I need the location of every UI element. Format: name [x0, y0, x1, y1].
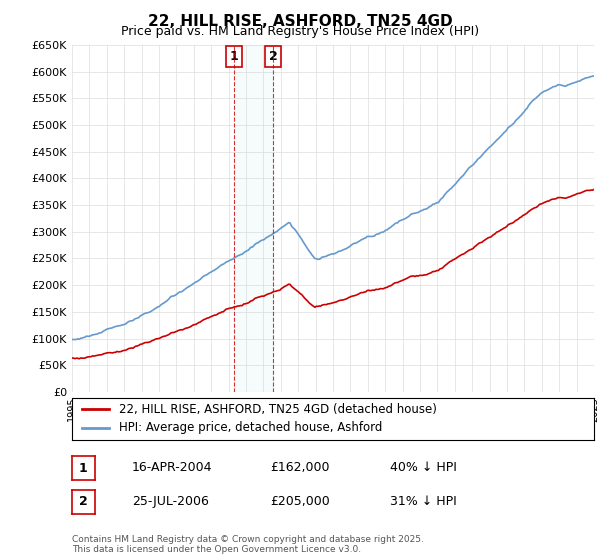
Bar — [233, 45, 273, 392]
Text: Contains HM Land Registry data © Crown copyright and database right 2025.
This d: Contains HM Land Registry data © Crown c… — [72, 535, 424, 554]
Text: 25-JUL-2006: 25-JUL-2006 — [132, 494, 209, 508]
Text: HPI: Average price, detached house, Ashford: HPI: Average price, detached house, Ashf… — [119, 421, 382, 435]
Text: 16-APR-2004: 16-APR-2004 — [132, 461, 212, 474]
Text: 22, HILL RISE, ASHFORD, TN25 4GD: 22, HILL RISE, ASHFORD, TN25 4GD — [148, 14, 452, 29]
Text: 1: 1 — [229, 50, 238, 63]
Text: 40% ↓ HPI: 40% ↓ HPI — [390, 461, 457, 474]
Text: 2: 2 — [269, 50, 278, 63]
Text: 31% ↓ HPI: 31% ↓ HPI — [390, 494, 457, 508]
Text: 22, HILL RISE, ASHFORD, TN25 4GD (detached house): 22, HILL RISE, ASHFORD, TN25 4GD (detach… — [119, 403, 437, 416]
Text: £205,000: £205,000 — [270, 494, 330, 508]
Text: Price paid vs. HM Land Registry's House Price Index (HPI): Price paid vs. HM Land Registry's House … — [121, 25, 479, 38]
Text: 1: 1 — [79, 461, 88, 475]
Text: 2: 2 — [79, 495, 88, 508]
Text: £162,000: £162,000 — [270, 461, 329, 474]
